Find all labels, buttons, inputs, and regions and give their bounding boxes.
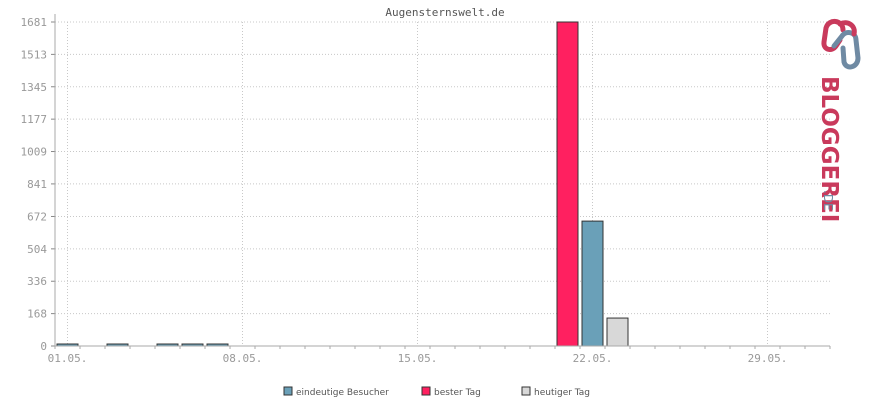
x-tick-label: 01.05. [48, 352, 88, 365]
legend-swatch [421, 386, 431, 396]
axes [54, 14, 830, 347]
bar [556, 21, 579, 347]
y-tick-label: 1513 [21, 48, 48, 61]
legend-label: bester Tag [434, 388, 481, 398]
bar [581, 220, 604, 347]
y-tick-label: 336 [27, 275, 47, 288]
legend-label: eindeutige Besucher [296, 388, 389, 398]
bars [56, 21, 629, 347]
y-tick-label: 1345 [21, 81, 48, 94]
watermark-suffix: .DE [821, 190, 835, 211]
x-tick-label: 22.05. [573, 352, 613, 365]
y-tick-label: 0 [40, 340, 47, 353]
x-axis-ticks: 01.05. 08.05. 15.05. 22.05. 29.05. [48, 346, 831, 365]
grid [55, 21, 830, 346]
legend-swatch [283, 386, 293, 396]
y-tick-label: 1681 [21, 16, 48, 29]
y-tick-label: 841 [27, 178, 47, 191]
y-tick-label: 672 [27, 210, 47, 223]
chart-title: Augensternswelt.de [385, 6, 504, 19]
x-tick-label: 08.05. [223, 352, 263, 365]
bar [606, 317, 629, 347]
legend-swatch [521, 386, 531, 396]
bloggerei-logo-icon [821, 19, 861, 70]
watermark-text: BLOGGEREI [816, 76, 842, 222]
x-tick-label: 15.05. [398, 352, 438, 365]
legend: eindeutige Besucher bester Tag heutiger Ta… [283, 386, 590, 398]
y-tick-label: 168 [27, 308, 47, 321]
legend-label: heutiger Tag [534, 388, 590, 398]
bloggerei-logo: BLOGGEREI .DE [816, 19, 861, 222]
y-axis-ticks: 0 168 336 504 672 841 1009 1177 1345 1513 1681 [21, 16, 55, 353]
y-tick-label: 1177 [21, 113, 48, 126]
y-tick-label: 1009 [21, 146, 48, 159]
x-tick-label: 29.05. [748, 352, 788, 365]
y-tick-label: 504 [27, 243, 47, 256]
